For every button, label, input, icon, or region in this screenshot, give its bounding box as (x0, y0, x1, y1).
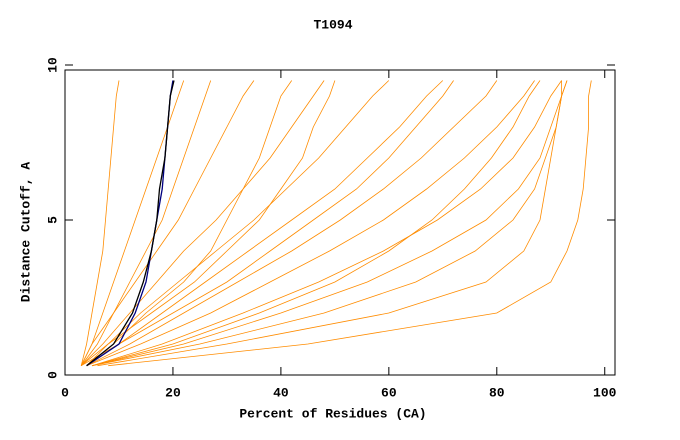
x-tick-label: 20 (165, 385, 181, 400)
plot-frame (64, 69, 616, 376)
x-tick-label: 60 (381, 385, 397, 400)
x-tick-label: 80 (489, 385, 505, 400)
series-line (80, 80, 336, 367)
series-line (81, 80, 454, 367)
series-line (86, 80, 390, 366)
series-line (86, 80, 444, 367)
x-tick-label: 40 (273, 385, 289, 400)
chart-title: T1094 (313, 17, 352, 32)
y-tick-label: 10 (45, 57, 60, 73)
y-axis-label: Distance Cutoff, A (18, 162, 33, 303)
series-line (86, 80, 535, 367)
series-line (80, 80, 325, 366)
series-line (91, 80, 562, 367)
x-tick-label: 0 (61, 385, 69, 400)
series-line (86, 80, 175, 367)
x-tick-label: 100 (593, 385, 617, 400)
y-tick-label: 5 (45, 216, 60, 224)
x-axis-label: Percent of Residues (CA) (239, 406, 426, 421)
series-line (91, 80, 568, 367)
series-line (80, 80, 255, 366)
series-line (80, 80, 185, 366)
series-line (108, 80, 592, 367)
series-line (80, 80, 212, 366)
series-line (86, 80, 498, 367)
y-tick-label: 0 (45, 371, 60, 379)
series-line (86, 80, 293, 367)
series-line (91, 80, 541, 367)
series-line (97, 80, 562, 367)
series-line (91, 80, 568, 367)
series-line (80, 80, 120, 366)
